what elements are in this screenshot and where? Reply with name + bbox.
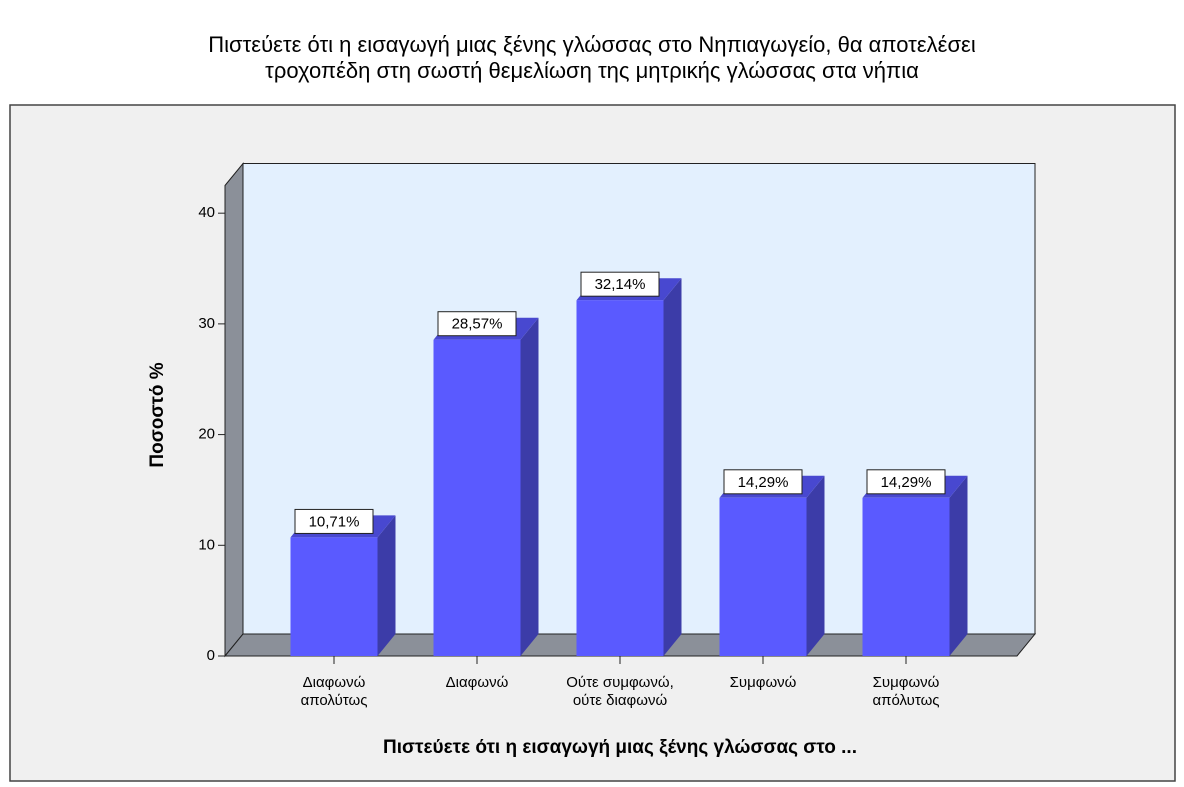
x-tick-label: απολύτως	[301, 692, 368, 709]
value-label: 14,29%	[738, 474, 789, 491]
value-label-box	[294, 508, 374, 534]
chart-title: τροχοπέδη στη σωστή θεμελίωση της μητρικ…	[265, 58, 919, 83]
value-label-box	[437, 311, 517, 337]
bar-side	[949, 475, 968, 656]
y-tick-label: 0	[207, 647, 215, 664]
x-tick-label: Ούτε συμφωνώ,	[566, 674, 674, 691]
value-label: 10,71%	[309, 513, 360, 530]
bar	[433, 339, 521, 656]
bar	[719, 497, 807, 656]
value-label-box	[866, 469, 946, 495]
x-tick-label: Διαφωνώ	[446, 674, 509, 691]
x-tick-label: Συμφωνώ	[730, 674, 797, 691]
value-label: 14,29%	[881, 474, 932, 491]
y-tick-label: 20	[198, 426, 215, 443]
x-tick-label: Συμφωνώ	[873, 674, 940, 691]
y-axis-label: Ποσοστό %	[147, 362, 168, 467]
bar-side	[520, 317, 539, 656]
x-tick-label: Διαφωνώ	[303, 674, 366, 691]
value-label: 32,14%	[595, 276, 646, 293]
bar	[576, 300, 664, 656]
x-tick-label: ούτε διαφωνώ	[573, 692, 668, 709]
x-axis-label: Πιστεύετε ότι η εισαγωγή μιας ξένης γλώσ…	[383, 737, 857, 758]
left-wall	[224, 162, 244, 658]
y-tick-label: 10	[198, 536, 215, 553]
value-label-box	[580, 271, 660, 297]
bar-side	[377, 515, 396, 656]
bar	[862, 497, 950, 656]
x-tick-label: απόλυτως	[872, 692, 939, 709]
value-label-box	[723, 469, 803, 495]
bar-side	[663, 278, 682, 656]
value-label: 28,57%	[452, 316, 503, 333]
bar-side	[806, 475, 825, 656]
chart-title: Πιστεύετε ότι η εισαγωγή μιας ξένης γλώσ…	[208, 32, 976, 57]
y-tick-label: 30	[198, 315, 215, 332]
bar	[290, 537, 378, 656]
y-tick-label: 40	[198, 204, 215, 221]
